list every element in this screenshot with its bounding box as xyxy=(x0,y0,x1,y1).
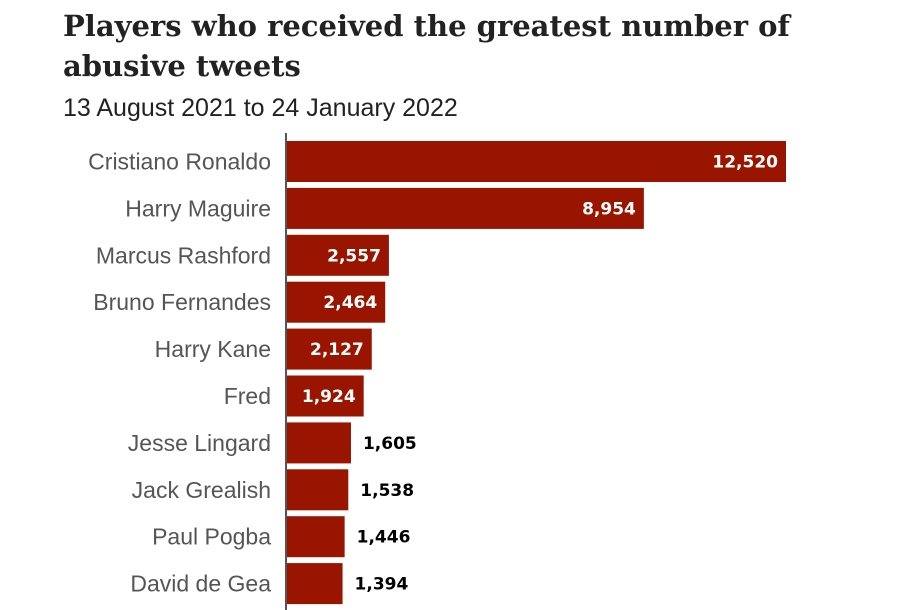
value-label: 1,605 xyxy=(363,434,417,454)
bar xyxy=(287,234,389,276)
category-label: Paul Pogba xyxy=(152,524,271,550)
bar xyxy=(287,141,786,182)
bar xyxy=(287,328,372,370)
bar xyxy=(287,563,343,605)
value-label: 2,464 xyxy=(323,293,377,313)
category-label: David de Gea xyxy=(130,571,271,597)
value-label: 2,127 xyxy=(310,340,364,360)
category-label: Harry Maguire xyxy=(125,195,271,221)
category-label: Bruno Fernandes xyxy=(93,289,271,315)
category-label: Cristiano Ronaldo xyxy=(88,149,271,175)
bar xyxy=(287,187,644,229)
bar xyxy=(287,281,386,323)
value-label: 2,557 xyxy=(327,246,381,266)
category-label: Harry Kane xyxy=(155,336,271,362)
value-label: 1,538 xyxy=(360,481,414,501)
value-label: 8,954 xyxy=(582,199,636,219)
value-label: 1,446 xyxy=(357,528,411,548)
category-label: Jack Grealish xyxy=(132,477,271,503)
category-label: Jesse Lingard xyxy=(128,430,271,456)
category-label: Fred xyxy=(224,383,271,409)
chart-subtitle: 13 August 2021 to 24 January 2022 xyxy=(63,94,458,122)
category-label: Marcus Rashford xyxy=(96,242,271,268)
bar xyxy=(287,469,349,511)
value-label: 12,520 xyxy=(712,153,778,173)
chart-title: Players who received the greatest number… xyxy=(63,9,790,83)
bar xyxy=(287,422,351,464)
value-label: 1,924 xyxy=(302,387,356,407)
bar xyxy=(287,375,364,417)
value-label: 1,394 xyxy=(355,575,409,595)
bar xyxy=(287,516,345,558)
